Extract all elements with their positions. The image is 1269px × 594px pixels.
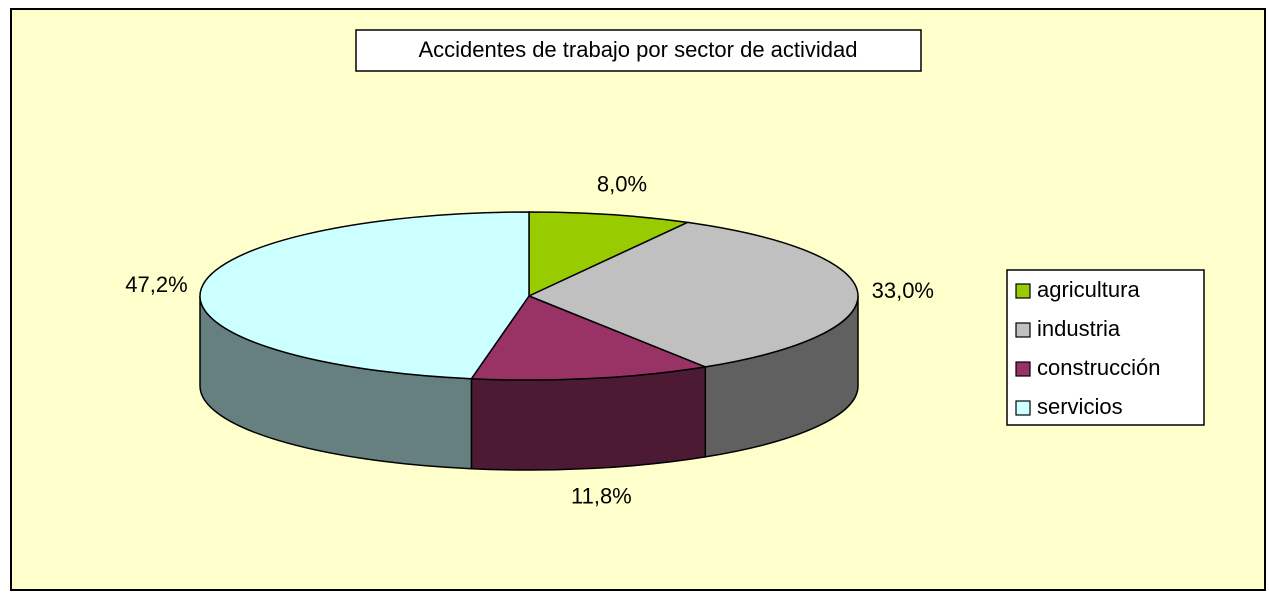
slice (528, 211, 691, 298)
legend-label: construcción (1037, 355, 1161, 380)
chart-title: Accidentes de trabajo por sector de acti… (418, 37, 857, 62)
legend-label: agricultura (1037, 277, 1140, 302)
legend-swatch (1015, 361, 1031, 377)
legend-swatch (1015, 283, 1031, 299)
slice (199, 211, 530, 380)
data-label: 11,8% (571, 484, 632, 509)
legend-box (1006, 269, 1205, 426)
legend-swatch (1015, 400, 1031, 416)
legend-swatch (1015, 322, 1031, 338)
title-box (355, 29, 922, 72)
data-label: 8,0% (597, 171, 647, 196)
slice (470, 295, 709, 381)
slice (527, 221, 859, 368)
data-label: 33,0% (872, 278, 934, 303)
slice-side (470, 366, 707, 471)
legend-label: industria (1037, 316, 1121, 341)
data-label: 47,2% (125, 272, 187, 297)
legend-label: servicios (1037, 394, 1123, 419)
